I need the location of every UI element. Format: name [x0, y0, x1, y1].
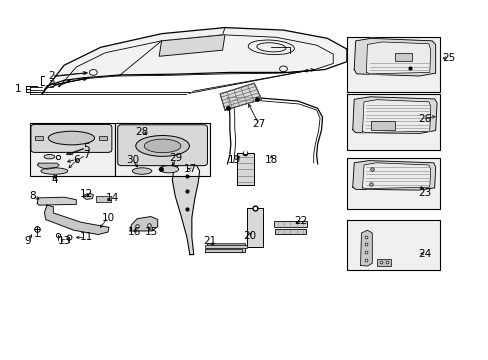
- Polygon shape: [42, 28, 346, 94]
- Ellipse shape: [136, 135, 189, 156]
- FancyBboxPatch shape: [370, 121, 394, 130]
- FancyBboxPatch shape: [346, 37, 439, 92]
- Text: 1: 1: [15, 84, 21, 94]
- Polygon shape: [360, 230, 371, 266]
- Text: 7: 7: [82, 150, 89, 160]
- Text: 22: 22: [293, 216, 306, 226]
- FancyBboxPatch shape: [30, 123, 115, 176]
- FancyBboxPatch shape: [394, 53, 411, 61]
- Polygon shape: [352, 97, 436, 134]
- Text: 17: 17: [184, 164, 197, 174]
- Text: 11: 11: [79, 232, 92, 242]
- Polygon shape: [362, 163, 430, 189]
- Polygon shape: [44, 205, 109, 234]
- Text: 8: 8: [29, 191, 36, 201]
- Text: 30: 30: [125, 155, 139, 165]
- FancyBboxPatch shape: [273, 221, 306, 227]
- Polygon shape: [352, 161, 435, 190]
- FancyBboxPatch shape: [237, 153, 254, 185]
- Text: 24: 24: [417, 248, 430, 258]
- Ellipse shape: [44, 154, 55, 159]
- Text: 15: 15: [145, 227, 158, 237]
- Text: 27: 27: [252, 120, 265, 129]
- Polygon shape: [37, 163, 59, 169]
- Text: 10: 10: [101, 213, 114, 222]
- FancyBboxPatch shape: [205, 245, 246, 248]
- Polygon shape: [172, 161, 199, 255]
- FancyBboxPatch shape: [346, 94, 439, 149]
- Polygon shape: [366, 42, 430, 74]
- Text: 3: 3: [48, 80, 55, 90]
- Ellipse shape: [144, 139, 181, 153]
- Text: 12: 12: [79, 189, 92, 199]
- Text: 18: 18: [264, 155, 277, 165]
- Ellipse shape: [48, 131, 94, 145]
- FancyBboxPatch shape: [246, 208, 262, 247]
- Text: 21: 21: [203, 236, 217, 246]
- FancyBboxPatch shape: [31, 125, 112, 152]
- Text: 28: 28: [135, 127, 148, 136]
- Polygon shape: [205, 244, 245, 252]
- FancyBboxPatch shape: [346, 158, 439, 209]
- FancyBboxPatch shape: [118, 125, 207, 166]
- Text: 19: 19: [228, 155, 241, 165]
- Text: 6: 6: [73, 155, 80, 165]
- FancyBboxPatch shape: [35, 136, 42, 140]
- Text: 29: 29: [169, 153, 183, 163]
- Text: 13: 13: [58, 236, 71, 246]
- FancyBboxPatch shape: [205, 249, 242, 252]
- Polygon shape: [83, 194, 93, 199]
- Polygon shape: [362, 100, 430, 133]
- FancyBboxPatch shape: [99, 136, 107, 140]
- Polygon shape: [220, 83, 261, 110]
- Text: 4: 4: [51, 175, 58, 185]
- Text: 14: 14: [106, 193, 119, 203]
- FancyBboxPatch shape: [274, 229, 306, 234]
- Text: 20: 20: [243, 231, 255, 240]
- Polygon shape: [37, 197, 76, 205]
- Text: 5: 5: [82, 143, 89, 153]
- Text: 26: 26: [417, 114, 430, 124]
- Text: 9: 9: [24, 236, 31, 246]
- Ellipse shape: [41, 168, 68, 174]
- Text: 25: 25: [442, 53, 455, 63]
- Text: 2: 2: [48, 71, 55, 81]
- Ellipse shape: [159, 166, 178, 173]
- Polygon shape: [159, 35, 224, 56]
- Text: 16: 16: [128, 227, 141, 237]
- FancyBboxPatch shape: [346, 220, 439, 270]
- Text: 23: 23: [417, 188, 430, 198]
- Polygon shape: [353, 39, 435, 76]
- Polygon shape: [130, 217, 158, 231]
- Ellipse shape: [132, 168, 152, 174]
- FancyBboxPatch shape: [96, 196, 111, 202]
- FancyBboxPatch shape: [376, 259, 390, 266]
- FancyBboxPatch shape: [115, 123, 210, 176]
